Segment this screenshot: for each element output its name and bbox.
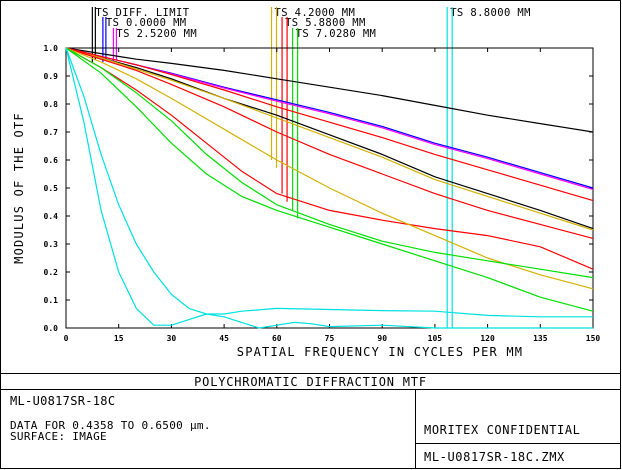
x-tick-label: 105	[428, 334, 443, 343]
data-range: DATA FOR 0.4358 TO 0.6500 µm.	[10, 419, 211, 432]
axis-ticks: 0 15 30 45 60 75 90 105 120 135 150 0.0 0.1 0.2 0.3 0.4…	[44, 44, 601, 343]
series-line	[65, 47, 594, 230]
series-line	[65, 47, 594, 189]
x-tick-label: 150	[586, 334, 601, 343]
legend-label: TS 0.0000 MM	[106, 17, 187, 29]
confidential-box: MORITEX CONFIDENTIAL	[415, 389, 621, 444]
series-lines	[65, 47, 594, 329]
y-tick-label: 0.3	[44, 240, 59, 249]
series-line	[65, 47, 594, 312]
chart-title: POLYCHROMATIC DIFFRACTION MTF	[194, 375, 427, 389]
series-line	[65, 47, 594, 239]
y-tick-label: 0.6	[44, 156, 59, 165]
x-tick-label: 90	[377, 334, 387, 343]
x-axis-label: SPATIAL FREQUENCY IN CYCLES PER MM	[237, 345, 523, 359]
x-tick-label: 45	[219, 334, 229, 343]
x-tick-label: 60	[272, 334, 282, 343]
y-tick-label: 0.7	[44, 128, 59, 137]
info-panel: ML-U0817SR-18C DATA FOR 0.4358 TO 0.6500…	[0, 389, 416, 469]
legend-label: TS 7.0280 MM	[296, 28, 377, 40]
y-tick-label: 1.0	[44, 44, 59, 53]
surface-label: SURFACE: IMAGE	[10, 430, 107, 443]
series-line	[65, 47, 594, 190]
y-tick-label: 0.5	[44, 184, 59, 193]
y-tick-label: 0.1	[44, 296, 59, 305]
x-tick-label: 135	[533, 334, 548, 343]
chart-title-bar: POLYCHROMATIC DIFFRACTION MTF	[0, 373, 621, 390]
y-tick-label: 0.2	[44, 268, 59, 277]
x-tick-label: 30	[167, 334, 177, 343]
x-tick-label: 0	[64, 334, 69, 343]
y-tick-label: 0.8	[44, 100, 59, 109]
series-line	[65, 47, 594, 231]
y-axis-label: MODULUS OF THE OTF	[12, 112, 26, 264]
series-line	[65, 47, 594, 133]
file-name: ML-U0817SR-18C.ZMX	[424, 450, 565, 464]
series-line	[65, 47, 594, 202]
legend-label: TS 4.2000 MM	[275, 7, 356, 19]
legend-label: TS 8.8000 MM	[450, 7, 531, 19]
legend-label: TS 2.5200 MM	[116, 28, 197, 40]
y-tick-label: 0.0	[44, 324, 59, 333]
series-line	[65, 47, 594, 279]
x-tick-label: 75	[325, 334, 335, 343]
series-line	[65, 47, 593, 318]
series-line	[65, 47, 594, 290]
series-line	[65, 47, 594, 270]
x-tick-label: 120	[480, 334, 495, 343]
confidential-label: MORITEX CONFIDENTIAL	[424, 423, 581, 437]
file-name-box: ML-U0817SR-18C.ZMX	[415, 443, 621, 469]
y-tick-label: 0.9	[44, 72, 59, 81]
lens-name: ML-U0817SR-18C	[10, 394, 116, 408]
y-tick-label: 0.4	[44, 212, 59, 221]
x-tick-label: 15	[114, 334, 124, 343]
series-line	[65, 47, 593, 329]
legend-label: TS 5.8800 MM	[285, 17, 366, 29]
legend-label: TS DIFF. LIMIT	[95, 7, 189, 19]
